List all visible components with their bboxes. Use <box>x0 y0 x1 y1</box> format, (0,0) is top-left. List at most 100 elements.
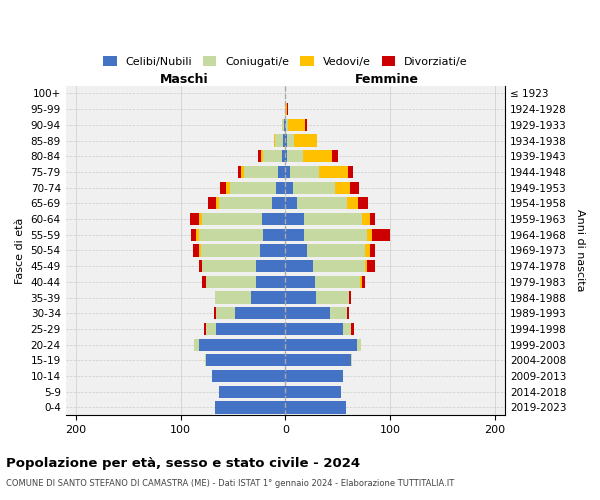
Bar <box>304 213 362 225</box>
Bar <box>241 166 244 178</box>
Y-axis label: Anni di nascita: Anni di nascita <box>575 209 585 292</box>
Bar <box>263 150 282 162</box>
Bar <box>217 323 286 335</box>
Bar <box>251 292 286 304</box>
Text: Popolazione per età, sesso e stato civile - 2024: Popolazione per età, sesso e stato civil… <box>6 458 360 470</box>
Text: COMUNE DI SANTO STEFANO DI CAMASTRA (ME) - Dati ISTAT 1° gennaio 2024 - Elaboraz: COMUNE DI SANTO STEFANO DI CAMASTRA (ME)… <box>6 479 454 488</box>
Bar <box>286 292 316 304</box>
Bar <box>238 166 241 178</box>
Bar <box>274 134 275 146</box>
Bar <box>358 197 368 209</box>
Bar <box>272 197 286 209</box>
Bar <box>372 228 390 241</box>
Bar <box>305 119 307 131</box>
Bar <box>256 276 286 288</box>
Bar <box>347 307 349 320</box>
Bar <box>262 213 286 225</box>
Bar <box>276 182 286 194</box>
Bar <box>204 323 206 335</box>
Bar <box>226 182 230 194</box>
Bar <box>313 260 365 272</box>
Bar <box>215 292 251 304</box>
Bar <box>217 307 235 320</box>
Bar <box>370 244 376 256</box>
Bar <box>343 323 351 335</box>
Bar <box>199 228 263 241</box>
Bar <box>282 119 284 131</box>
Bar <box>350 182 359 194</box>
Bar <box>286 213 304 225</box>
Bar <box>351 354 352 366</box>
Bar <box>206 323 217 335</box>
Bar <box>230 182 276 194</box>
Bar <box>202 276 206 288</box>
Bar <box>194 338 199 351</box>
Bar <box>316 292 349 304</box>
Bar <box>289 119 305 131</box>
Bar <box>370 213 376 225</box>
Bar <box>199 338 286 351</box>
Bar <box>332 150 338 162</box>
Bar <box>286 323 343 335</box>
Bar <box>283 134 286 146</box>
Bar <box>286 103 287 116</box>
Bar <box>217 197 220 209</box>
Bar <box>331 307 347 320</box>
Bar <box>215 402 286 413</box>
Bar <box>286 276 314 288</box>
Bar <box>287 103 289 116</box>
Bar <box>286 182 293 194</box>
Bar <box>304 228 367 241</box>
Bar <box>348 166 353 178</box>
Bar <box>208 197 217 209</box>
Bar <box>303 150 332 162</box>
Bar <box>199 260 202 272</box>
Bar <box>359 276 362 288</box>
Bar <box>206 354 286 366</box>
Bar <box>286 119 289 131</box>
Bar <box>367 260 376 272</box>
Bar <box>191 228 196 241</box>
Bar <box>220 182 226 194</box>
Y-axis label: Fasce di età: Fasce di età <box>15 218 25 284</box>
Bar <box>335 182 350 194</box>
Bar <box>244 166 278 178</box>
Bar <box>284 119 286 131</box>
Bar <box>286 228 304 241</box>
Bar <box>286 150 287 162</box>
Bar <box>286 354 351 366</box>
Bar <box>286 370 343 382</box>
Bar <box>206 276 256 288</box>
Bar <box>347 197 358 209</box>
Bar <box>212 370 286 382</box>
Bar <box>286 260 313 272</box>
Bar <box>287 134 294 146</box>
Bar <box>351 323 355 335</box>
Bar <box>199 244 200 256</box>
Bar <box>287 150 303 162</box>
Bar <box>205 354 206 366</box>
Bar <box>307 244 365 256</box>
Text: Maschi: Maschi <box>160 72 209 86</box>
Bar <box>263 228 286 241</box>
Text: Femmine: Femmine <box>355 72 418 86</box>
Bar <box>297 197 347 209</box>
Bar <box>365 260 367 272</box>
Bar <box>196 228 199 241</box>
Bar <box>362 213 370 225</box>
Bar <box>235 307 286 320</box>
Bar <box>202 260 256 272</box>
Bar <box>286 307 331 320</box>
Bar <box>294 134 317 146</box>
Bar <box>199 213 202 225</box>
Bar <box>365 244 370 256</box>
Bar <box>278 166 286 178</box>
Bar <box>356 338 361 351</box>
Bar <box>282 150 286 162</box>
Bar <box>286 166 290 178</box>
Bar <box>214 307 217 320</box>
Bar <box>200 244 260 256</box>
Bar <box>314 276 359 288</box>
Bar <box>349 292 351 304</box>
Bar <box>286 402 346 413</box>
